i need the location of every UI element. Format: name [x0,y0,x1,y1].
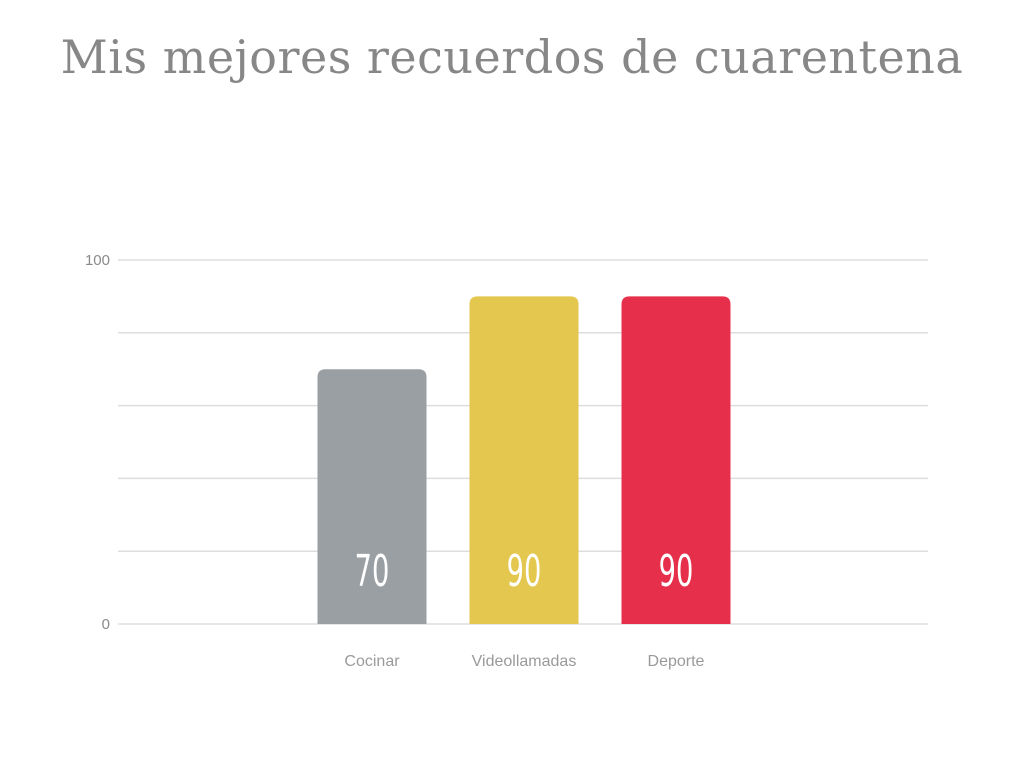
category-label: Videollamadas [472,653,577,670]
bar[interactable] [469,296,579,624]
y-tick-label: 0 [102,616,110,633]
y-tick-label: 100 [85,252,110,269]
bar[interactable] [621,296,731,624]
category-label: Cocinar [344,653,400,670]
bar-value-label: 90 [507,545,542,597]
bar-value-label: 90 [659,545,694,597]
category-label: Deporte [648,653,705,670]
bar-value-label: 70 [355,545,390,597]
chart-title: Mis mejores recuerdos de cuarentena [60,30,964,84]
bar[interactable] [317,369,427,624]
